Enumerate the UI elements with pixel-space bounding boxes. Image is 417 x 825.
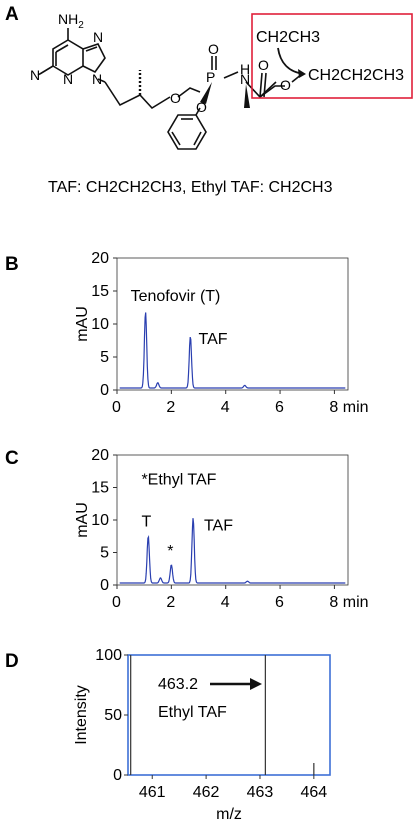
atom-o-phosphoryl: O — [208, 41, 219, 57]
phenyl-double-bond-2 — [193, 131, 202, 146]
y-tick-label: 50 — [104, 707, 122, 724]
peak-annotation: TAF — [199, 331, 228, 348]
phenyl-o-link — [195, 107, 201, 116]
y-tick-label: 0 — [113, 767, 122, 784]
y-tick-label: 5 — [100, 349, 109, 366]
purine-five-ring — [82, 43, 106, 74]
x-tick-label: 2 — [166, 399, 175, 416]
y-tick-label: 20 — [91, 250, 109, 267]
atom-p: P — [206, 69, 215, 85]
panel-b-letter: B — [5, 254, 19, 275]
mz-annotation-label: Ethyl TAF — [158, 704, 227, 721]
y-tick-label: 0 — [100, 577, 109, 594]
alanine-methyl-wedge — [244, 84, 250, 108]
x-axis-label: m/z — [216, 806, 242, 823]
n9-bond — [97, 78, 106, 83]
atom-o-phenoxy: O — [196, 99, 207, 115]
atom-o-carbonyl: O — [258, 57, 269, 73]
box-arrow-head — [298, 69, 306, 78]
peak-annotation: TAF — [204, 517, 233, 534]
x-tick-label: 464 — [300, 784, 327, 801]
x-tick-label: 462 — [193, 784, 220, 801]
atom-n9: N — [92, 71, 102, 87]
annotation-arrow-head — [250, 678, 262, 690]
chemical-structure — [37, 28, 303, 150]
x-tick-label: 8 min — [329, 399, 368, 416]
y-tick-label: 100 — [95, 647, 122, 664]
panel-a-caption: TAF: CH2CH2CH3, Ethyl TAF: CH2CH3 — [48, 179, 333, 196]
panel-a-letter: A — [5, 4, 19, 25]
atom-o-ester: O — [280, 77, 291, 93]
atom-nh2: NH2 — [58, 11, 84, 31]
x-tick-label: 0 — [112, 594, 121, 611]
x-tick-label: 2 — [166, 594, 175, 611]
y-axis-label: mAU — [74, 306, 91, 342]
x-tick-label: 4 — [221, 594, 230, 611]
y-tick-label: 0 — [100, 382, 109, 399]
peak-annotation: T — [141, 514, 151, 531]
signal-trace — [119, 518, 346, 584]
x-tick-label: 0 — [112, 399, 121, 416]
box-ethyl-label: CH2CH3 — [256, 29, 320, 46]
y-tick-label: 10 — [91, 512, 109, 529]
ring-double-bond — [55, 44, 69, 53]
box-propyl-label: CH2CH2CH3 — [308, 67, 404, 84]
atom-labels: NH2 N N N N O O P H N O O O — [30, 11, 291, 115]
chromatogram-c: 0 5 10 15 20 0 2 4 6 8 min mAU *Ethyl TAF T * TAF — [74, 447, 369, 611]
peak-annotation: * — [167, 543, 173, 560]
x-tick-label: 4 — [221, 399, 230, 416]
panel-d-letter: D — [5, 651, 19, 672]
plot-frame — [116, 257, 349, 391]
ether-chain — [177, 87, 201, 98]
phenyl-double-bond-3 — [171, 131, 181, 146]
atom-n1: N — [30, 67, 40, 83]
highlight-box — [251, 13, 413, 99]
atom-n7: N — [93, 29, 103, 45]
x-tick-label: 461 — [139, 784, 166, 801]
panel-c-letter: C — [5, 448, 19, 469]
ester-o-bond — [259, 81, 277, 98]
carbonyl-bond — [259, 72, 263, 98]
purine-c6-n1 — [39, 65, 54, 75]
panel-a: A — [5, 4, 413, 196]
x-tick-label: 6 — [275, 594, 284, 611]
y-tick-label: 20 — [91, 447, 109, 464]
alkyl-chain — [104, 81, 171, 110]
peak-annotation: Tenofovir (T) — [131, 288, 221, 305]
y-tick-label: 15 — [91, 480, 109, 497]
mass-spectrum-d: 0 50 100 461 462 463 464 m/z Intensity 463.2 Ethyl… — [73, 647, 331, 823]
ring-double-bond-3 — [85, 46, 98, 52]
alanine-chain — [245, 81, 285, 99]
y-tick-label: 5 — [100, 545, 109, 562]
panel-b: B 0 5 10 15 20 0 2 4 6 8 min mAU Tenofovir (T) TAF — [5, 250, 369, 416]
purine-six-ring — [37, 39, 84, 76]
y-axis-label: Intensity — [73, 685, 90, 745]
panel-d: D 0 50 100 461 462 463 464 m/z Intensity 463.2 Eth… — [5, 647, 331, 823]
mz-annotation-value: 463.2 — [158, 676, 198, 693]
y-tick-label: 15 — [91, 283, 109, 300]
y-axis-label: mAU — [74, 502, 91, 538]
x-tick-label: 463 — [247, 784, 274, 801]
atom-n3: N — [63, 71, 73, 87]
panel-c: C 0 5 10 15 20 0 2 4 6 8 min mAU *Ethyl TAF T * TAF — [5, 447, 369, 611]
x-tick-label: 8 min — [329, 594, 368, 611]
atom-o-ether: O — [170, 90, 181, 106]
signal-trace — [119, 312, 346, 389]
phenyl-o-wedge — [200, 82, 212, 104]
atom-nh: H — [240, 61, 250, 77]
peak-annotation: *Ethyl TAF — [141, 471, 216, 488]
y-tick-label: 10 — [91, 316, 109, 333]
chromatogram-b: 0 5 10 15 20 0 2 4 6 8 min mAU Tenofovir (T) TAF — [74, 250, 369, 416]
box-arrow — [277, 47, 305, 75]
p-nh-bond — [223, 71, 239, 79]
x-tick-label: 6 — [275, 399, 284, 416]
atom-n-amide: N — [240, 71, 250, 87]
